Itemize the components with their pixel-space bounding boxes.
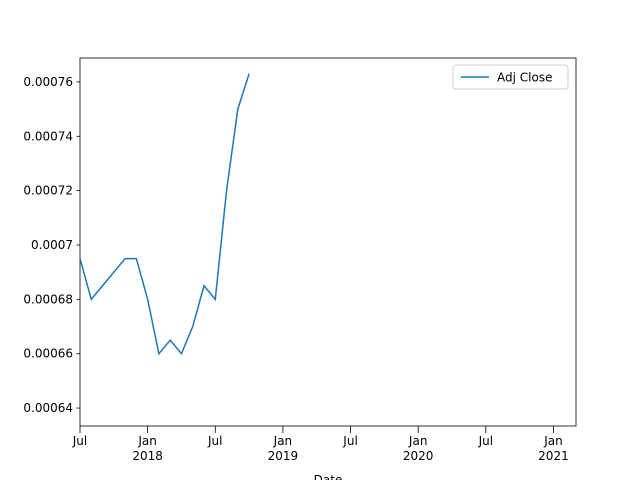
x-tick-label: Jan 2018 <box>132 434 163 463</box>
x-tick-label: Jul <box>72 434 87 448</box>
x-tick-label: Jul <box>478 434 493 448</box>
x-axis-label: Date <box>314 473 343 480</box>
x-tick-label: Jan 2020 <box>403 434 434 463</box>
legend-label: Adj Close <box>497 71 552 85</box>
x-tick-label: Jul <box>342 434 357 448</box>
y-tick-label: 0.0007 <box>31 238 73 252</box>
legend-frame <box>452 64 569 90</box>
y-tick-label: 0.00076 <box>23 75 73 89</box>
y-tick-label: 0.00066 <box>23 347 73 361</box>
y-tick-label: 0.00064 <box>23 401 73 415</box>
y-tick-label: 0.00074 <box>23 129 73 143</box>
plot-frame <box>79 57 577 427</box>
x-tick-label: Jan 2019 <box>268 434 299 463</box>
line-series <box>79 73 250 356</box>
y-tick-label: 0.00072 <box>23 184 73 198</box>
x-tick-label: Jan 2021 <box>538 434 569 463</box>
x-tick-label: Jul <box>207 434 222 448</box>
y-tick-label: 0.00068 <box>23 292 73 306</box>
legend: Adj Close <box>452 64 569 90</box>
